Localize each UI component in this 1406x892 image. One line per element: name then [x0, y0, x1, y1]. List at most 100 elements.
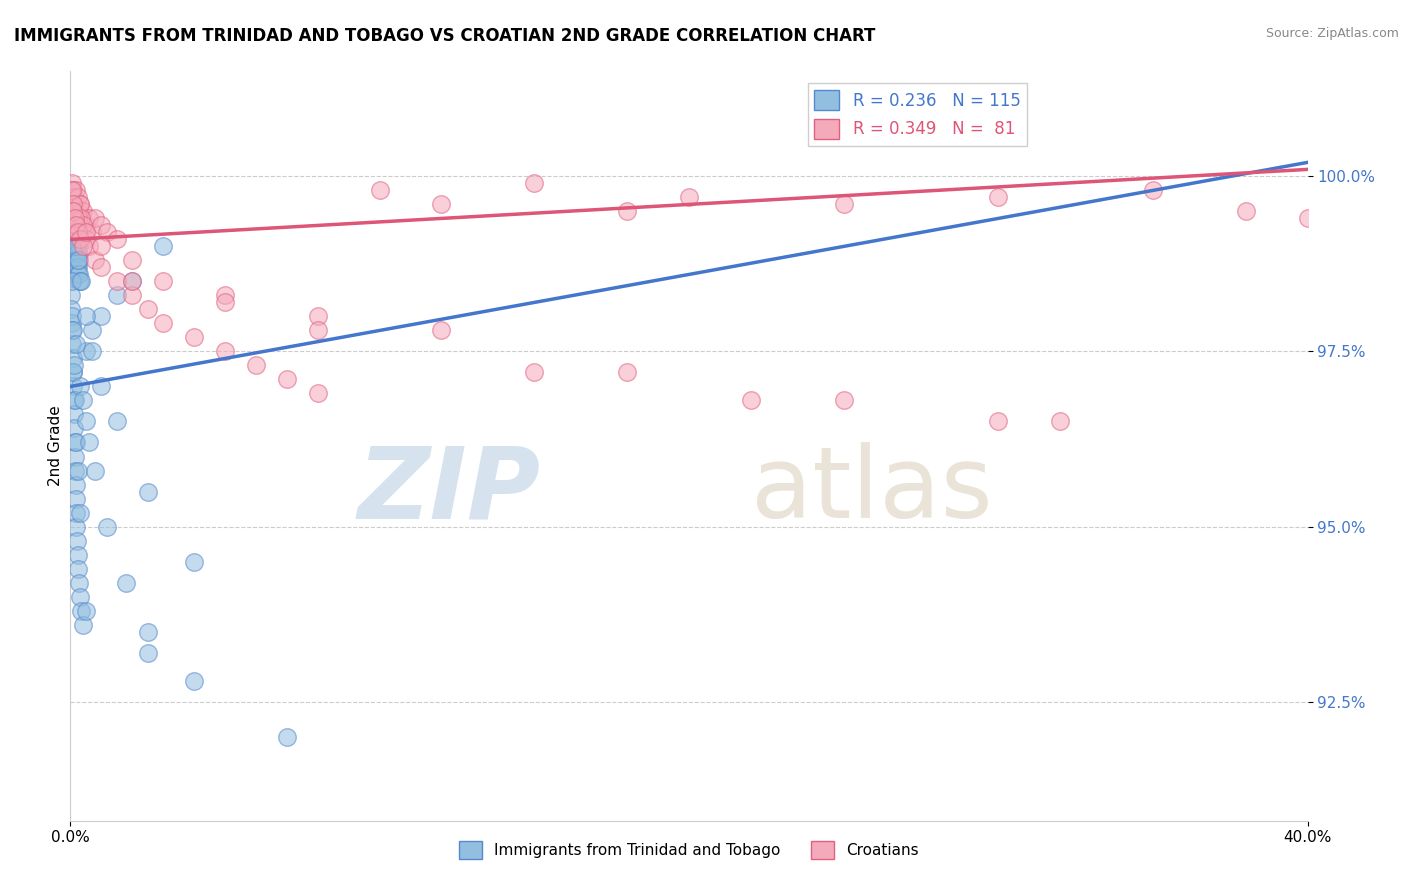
Point — [75, 232, 97, 246]
Point — [66, 246, 89, 260]
Point — [121, 275, 143, 289]
Text: ZIP: ZIP — [357, 442, 540, 540]
Point — [65, 477, 87, 491]
Point — [62, 366, 84, 380]
Point — [63, 253, 86, 268]
Point — [136, 302, 159, 317]
Point — [183, 555, 205, 569]
Point — [832, 197, 855, 211]
Point — [75, 219, 97, 233]
Point — [70, 603, 93, 617]
Point — [987, 415, 1010, 429]
Point — [96, 519, 118, 533]
Point — [105, 415, 128, 429]
Point — [152, 275, 174, 289]
Point — [60, 204, 83, 219]
Point — [60, 323, 83, 337]
Point — [121, 288, 143, 302]
Point — [69, 506, 91, 520]
Point — [65, 337, 87, 351]
Point — [62, 226, 84, 240]
Point — [90, 260, 112, 275]
Point — [67, 246, 90, 260]
Point — [66, 239, 89, 253]
Point — [65, 226, 87, 240]
Point — [84, 253, 107, 268]
Point — [63, 359, 86, 373]
Point — [67, 561, 90, 575]
Point — [80, 323, 103, 337]
Point — [90, 239, 112, 253]
Point — [65, 219, 87, 233]
Point — [90, 219, 112, 233]
Point — [72, 239, 94, 253]
Point — [90, 310, 112, 324]
Point — [62, 204, 84, 219]
Point — [67, 260, 90, 275]
Point — [84, 211, 107, 226]
Point — [72, 204, 94, 219]
Point — [75, 310, 97, 324]
Point — [65, 226, 87, 240]
Point — [152, 317, 174, 331]
Point — [136, 484, 159, 499]
Point — [80, 344, 103, 359]
Point — [63, 239, 86, 253]
Point — [62, 204, 84, 219]
Point — [65, 183, 87, 197]
Point — [66, 253, 89, 268]
Point — [740, 393, 762, 408]
Point — [307, 310, 329, 324]
Point — [65, 204, 87, 219]
Point — [65, 519, 87, 533]
Point — [69, 197, 91, 211]
Point — [616, 204, 638, 219]
Point — [59, 183, 82, 197]
Point — [63, 232, 86, 246]
Point — [63, 219, 86, 233]
Point — [430, 197, 453, 211]
Point — [63, 226, 86, 240]
Point — [59, 288, 82, 302]
Point — [62, 190, 84, 204]
Point — [65, 239, 87, 253]
Point — [62, 197, 84, 211]
Point — [60, 302, 83, 317]
Point — [84, 463, 107, 477]
Point — [307, 386, 329, 401]
Point — [1049, 415, 1071, 429]
Point — [63, 435, 86, 450]
Point — [62, 204, 84, 219]
Point — [63, 232, 86, 246]
Point — [63, 219, 86, 233]
Point — [60, 211, 83, 226]
Point — [67, 463, 90, 477]
Point — [63, 211, 86, 226]
Point — [75, 226, 97, 240]
Point — [72, 617, 94, 632]
Point — [121, 275, 143, 289]
Text: IMMIGRANTS FROM TRINIDAD AND TOBAGO VS CROATIAN 2ND GRADE CORRELATION CHART: IMMIGRANTS FROM TRINIDAD AND TOBAGO VS C… — [14, 27, 876, 45]
Point — [616, 366, 638, 380]
Point — [75, 603, 97, 617]
Legend: Immigrants from Trinidad and Tobago, Croatians: Immigrants from Trinidad and Tobago, Cro… — [453, 835, 925, 865]
Point — [62, 183, 84, 197]
Point — [67, 226, 90, 240]
Point — [65, 197, 87, 211]
Point — [115, 575, 138, 590]
Point — [70, 211, 93, 226]
Point — [69, 379, 91, 393]
Point — [63, 211, 86, 226]
Y-axis label: 2nd Grade: 2nd Grade — [48, 406, 63, 486]
Point — [105, 232, 128, 246]
Point — [66, 226, 89, 240]
Point — [65, 435, 87, 450]
Point — [80, 226, 103, 240]
Point — [63, 393, 86, 408]
Point — [67, 253, 90, 268]
Point — [67, 275, 90, 289]
Point — [90, 379, 112, 393]
Point — [245, 359, 267, 373]
Point — [96, 226, 118, 240]
Point — [72, 219, 94, 233]
